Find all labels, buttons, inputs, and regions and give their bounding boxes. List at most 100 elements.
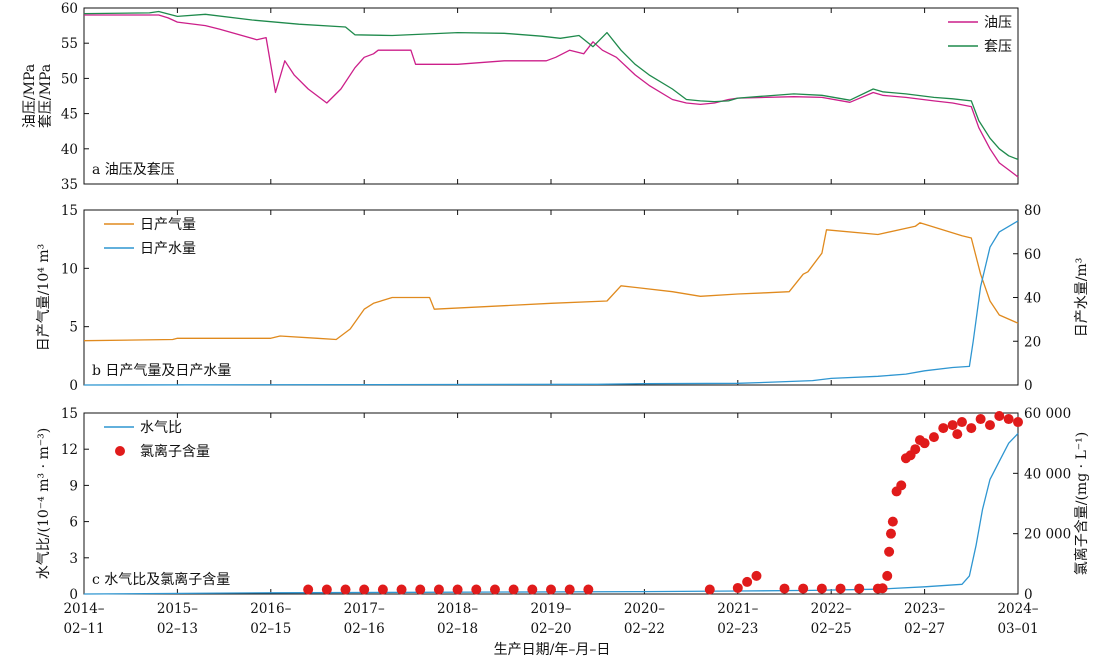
x-tick-label-date: 02–22 (624, 621, 665, 637)
y-tick-label: 15 (61, 203, 78, 219)
chloride-point (966, 423, 977, 434)
panel-caption-b: b 日产气量及日产水量 (92, 363, 231, 379)
chloride-point (583, 584, 594, 595)
y-right-axis-title-b: 日产水量/m³ (1074, 258, 1090, 338)
panel-caption-c: c 水气比及氯离子含量 (92, 571, 230, 588)
y-right-tick-label: 80 (1024, 203, 1041, 219)
chloride-point (415, 584, 426, 595)
chloride-point (471, 584, 482, 595)
x-tick-label-date: 02–15 (250, 621, 291, 637)
x-tick-label-date: 02–11 (63, 621, 104, 637)
y-tick-label: 0 (69, 378, 78, 394)
y-right-tick-label: 60 000 (1024, 406, 1071, 422)
x-tick-label-year: 2024– (997, 601, 1038, 617)
legend-label: 水气比 (140, 420, 182, 436)
chloride-point (877, 583, 888, 594)
chloride-point (919, 438, 930, 449)
chloride-point (377, 584, 388, 595)
chloride-point (452, 584, 463, 595)
x-tick-label-year: 2019– (530, 601, 571, 617)
x-tick-label-year: 2016– (250, 601, 291, 617)
y-tick-label: 45 (61, 107, 78, 123)
legend-label: 油压 (984, 15, 1012, 31)
chloride-point (938, 423, 949, 434)
chloride-point (884, 546, 895, 557)
chloride-point (396, 584, 407, 595)
plot-frame-b (83, 209, 1019, 386)
x-tick-label-date: 02–20 (530, 621, 571, 637)
legend-label: 日产水量 (140, 241, 196, 257)
y-right-axis-title-c: 氯离子含量/(mg · L⁻¹) (1073, 432, 1090, 576)
chloride-point (885, 528, 896, 539)
y-tick-label: 6 (69, 515, 78, 531)
x-tick-label-year: 2023– (904, 601, 945, 617)
chloride-point (489, 584, 500, 595)
chloride-point (1003, 414, 1014, 425)
legend-label: 套压 (984, 39, 1012, 55)
chloride-point (704, 584, 715, 595)
chloride-point (433, 584, 444, 595)
y-right-tick-label: 20 (1024, 334, 1041, 350)
x-axis-label: 生产日期/年–月–日 (494, 642, 611, 658)
chloride-point (508, 584, 519, 595)
panel-caption-a: a 油压及套压 (92, 162, 175, 178)
y-tick-label: 0 (69, 587, 78, 603)
y-tick-label: 35 (61, 177, 78, 193)
chloride-point (975, 414, 986, 425)
x-tick-label-date: 02–23 (717, 621, 758, 637)
panel-c-water-gas-ratio-chloride: 0 3 6 9 12 15 0 20 000 40 000 60 000 水气比/(10⁻⁴ m³ … (36, 406, 1090, 603)
series-line-套压 (83, 10, 1019, 161)
x-tick-label-date: 03–01 (997, 621, 1038, 637)
chloride-point (546, 584, 556, 595)
y-tick-label: 50 (61, 71, 78, 87)
series-line-水气比 (83, 433, 1019, 595)
legend-label: 日产气量 (140, 217, 196, 233)
x-tick-label-date: 02–13 (157, 621, 198, 637)
x-tick-label-year: 2014– (63, 601, 104, 617)
chloride-point (1013, 417, 1023, 428)
y-tick-label: 3 (69, 551, 78, 567)
chloride-point (303, 584, 314, 595)
plot-frame-c (83, 412, 1019, 595)
chloride-point (887, 516, 898, 527)
chloride-point (947, 420, 958, 431)
legend-marker (115, 446, 125, 456)
x-tick-label-year: 2020– (624, 601, 665, 617)
y-right-tick-label: 20 000 (1024, 527, 1071, 543)
x-axis: 生产日期/年–月–日 2014– 02–11 2015– 02–13 2016– 02–1… (63, 601, 1038, 658)
y-axis-title-b: 日产气量/10⁴ m³ (36, 244, 52, 351)
chloride-point (854, 583, 865, 594)
chloride-point (751, 570, 762, 581)
y-tick-label: 15 (61, 406, 78, 422)
chloride-point (340, 584, 351, 595)
y-axis-title-line: 油压/MPa (22, 64, 38, 128)
y-right-tick-label: 0 (1024, 587, 1033, 603)
y-tick-label: 12 (61, 442, 78, 458)
chloride-point (816, 583, 827, 594)
y-right-tick-label: 40 (1024, 291, 1041, 307)
chloride-point (779, 583, 790, 594)
chloride-point (564, 584, 575, 595)
x-tick-label-year: 2022– (811, 601, 852, 617)
y-right-tick-label: 60 (1024, 247, 1041, 263)
panel-b-gas-water-production: 0 5 10 15 0 20 40 60 80 日产气量/10⁴ m³ 日产水量/m³ 日产气量日产水… (36, 203, 1090, 394)
y-tick-label: 40 (61, 142, 78, 158)
plot-frame-a (83, 7, 1019, 185)
chloride-point (527, 584, 538, 595)
chloride-point (798, 583, 809, 594)
chloride-point (984, 420, 995, 431)
series-line-日产水量 (83, 220, 1019, 386)
y-tick-label: 5 (69, 320, 78, 336)
y-tick-label: 60 (61, 1, 78, 17)
x-tick-label-date: 02–18 (437, 621, 478, 637)
y-right-tick-label: 40 000 (1024, 466, 1071, 482)
chloride-point (742, 576, 753, 587)
y-tick-label: 9 (69, 478, 78, 494)
series-line-油压 (84, 14, 1019, 178)
chloride-point (882, 570, 893, 581)
chloride-point (994, 411, 1005, 422)
y-axis-title-c: 水气比/(10⁻⁴ m³ · m⁻³) (36, 428, 52, 579)
y-axis-title-line: 套压/MPa (38, 64, 54, 128)
